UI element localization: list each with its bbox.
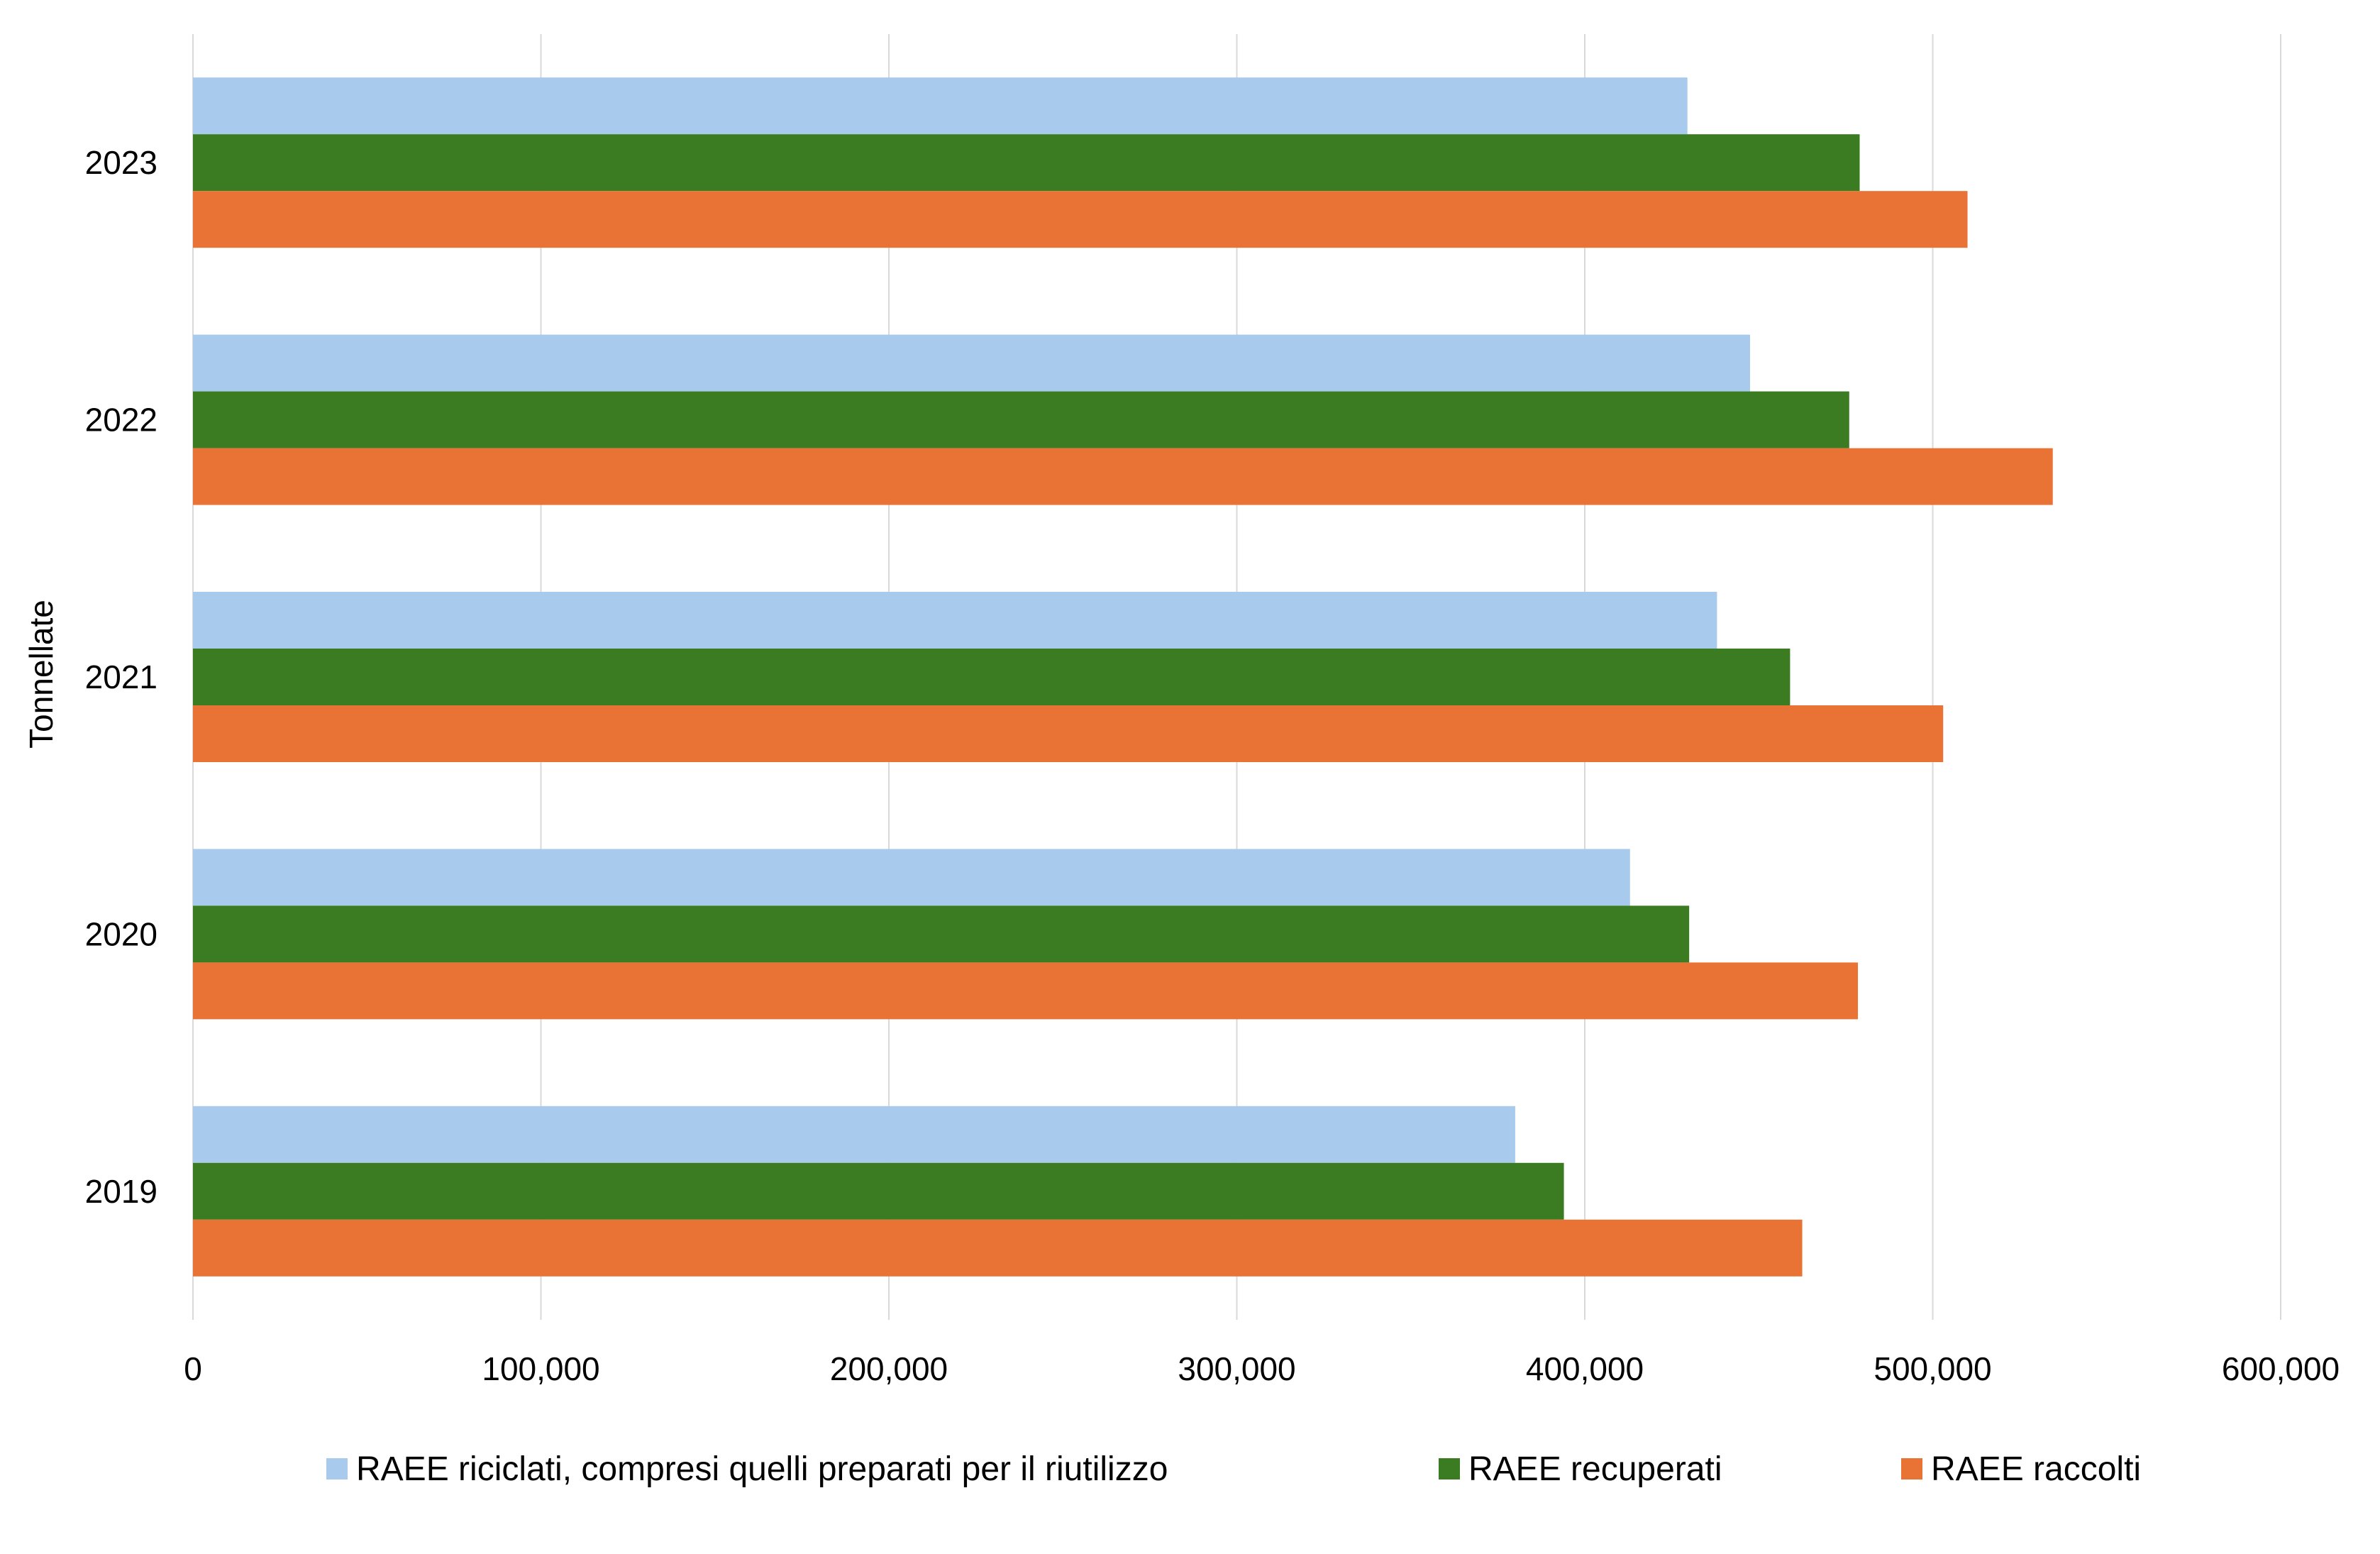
bar (193, 1162, 1564, 1220)
bar (193, 1219, 1803, 1277)
y-axis-title: Tonnellate (23, 600, 60, 749)
x-tick-label: 100,000 (482, 1350, 599, 1387)
bar (193, 849, 1630, 906)
y-axis-ticks: 2023 2022 2021 2020 2019 (85, 144, 157, 1210)
y-tick-label: 2023 (85, 144, 157, 181)
legend-label: RAEE riciclati, compresi quelli preparat… (356, 1450, 1168, 1488)
bar (193, 592, 1717, 649)
legend-swatch (326, 1458, 348, 1479)
y-tick-label: 2021 (85, 658, 157, 695)
legend-swatch (1901, 1458, 1922, 1479)
bar (193, 649, 1790, 705)
bar (193, 962, 1859, 1020)
legend-swatch (1439, 1458, 1460, 1479)
x-tick-label: 0 (184, 1350, 202, 1387)
legend-label: RAEE recuperati (1468, 1450, 1722, 1488)
bar (193, 191, 1968, 248)
legend-label: RAEE raccolti (1931, 1450, 2141, 1488)
x-tick-label: 600,000 (2222, 1350, 2340, 1387)
bar (193, 334, 1750, 392)
bars (193, 77, 2053, 1277)
bar (193, 1106, 1515, 1163)
x-tick-label: 300,000 (1178, 1350, 1295, 1387)
bar (193, 391, 1849, 448)
bar (193, 448, 2053, 505)
y-tick-label: 2020 (85, 915, 157, 952)
bar (193, 905, 1690, 963)
x-tick-label: 400,000 (1526, 1350, 1644, 1387)
bar (193, 134, 1860, 192)
x-axis-ticks: 0 100,000 200,000 300,000 400,000 500,000 600,… (184, 1350, 2340, 1387)
x-tick-label: 500,000 (1873, 1350, 1991, 1387)
y-tick-label: 2022 (85, 402, 157, 439)
legend: RAEE riciclati, compresi quelli preparat… (326, 1450, 2141, 1488)
x-tick-label: 200,000 (830, 1350, 948, 1387)
y-tick-label: 2019 (85, 1173, 157, 1210)
bar (193, 705, 1944, 762)
bar (193, 77, 1688, 135)
